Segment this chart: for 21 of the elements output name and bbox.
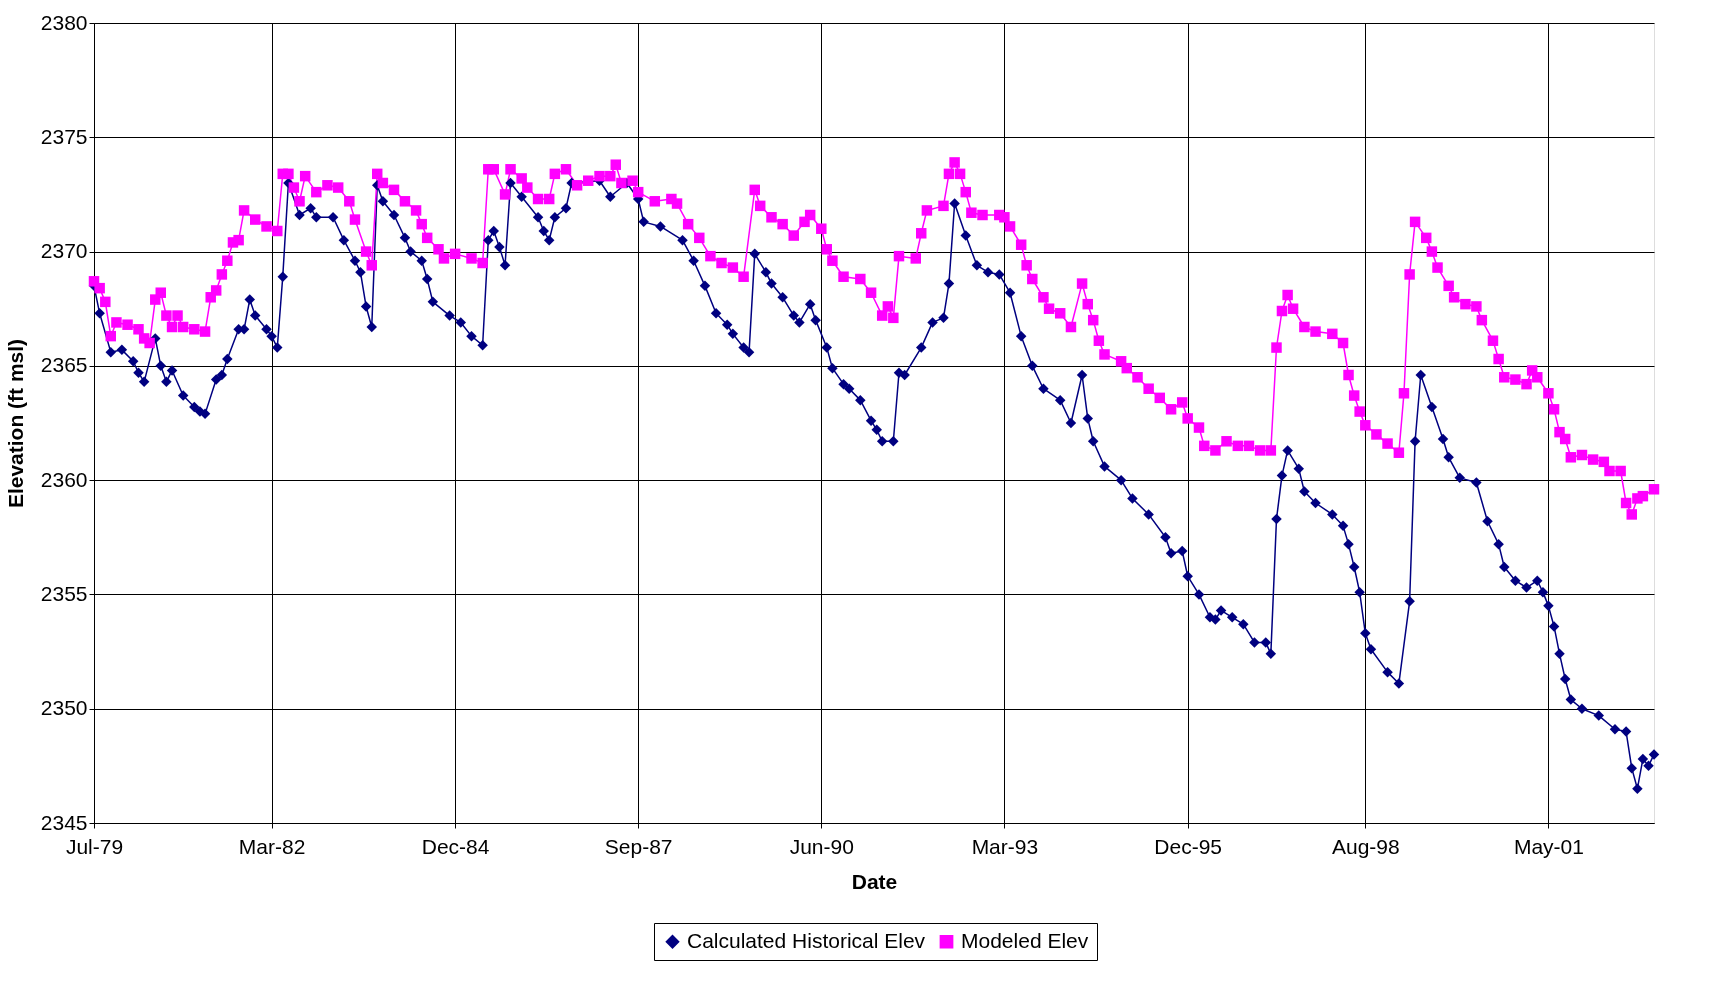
- x-tick-label: Mar-93: [971, 834, 1039, 858]
- x-tick-label: Mar-82: [238, 834, 306, 858]
- y-tick-label: 2355: [40, 581, 88, 605]
- y-tick-label: 2350: [40, 696, 88, 720]
- legend-label: Modeled Elev: [961, 928, 1089, 952]
- x-tick-label: Aug-98: [1331, 834, 1400, 858]
- x-tick-label: Dec-95: [1154, 834, 1223, 858]
- x-tick-label: Dec-84: [421, 834, 490, 858]
- legend-label: Calculated Historical Elev: [687, 928, 926, 952]
- x-tick-label: May-01: [1513, 834, 1584, 858]
- x-axis-title: Date: [851, 869, 898, 893]
- y-tick-label: 2365: [40, 353, 88, 377]
- y-axis-title: Elevation (ft msl): [3, 338, 27, 509]
- x-tick-label: Jul-79: [65, 834, 124, 858]
- y-tick-label: 2370: [40, 239, 88, 263]
- y-tick-label: 2360: [40, 467, 88, 491]
- y-tick-label: 2375: [40, 124, 88, 148]
- x-tick-label: Sep-87: [604, 834, 673, 858]
- y-tick-label: 2380: [40, 10, 88, 34]
- x-tick-label: Jun-90: [789, 834, 854, 858]
- y-tick-label: 2345: [40, 810, 88, 834]
